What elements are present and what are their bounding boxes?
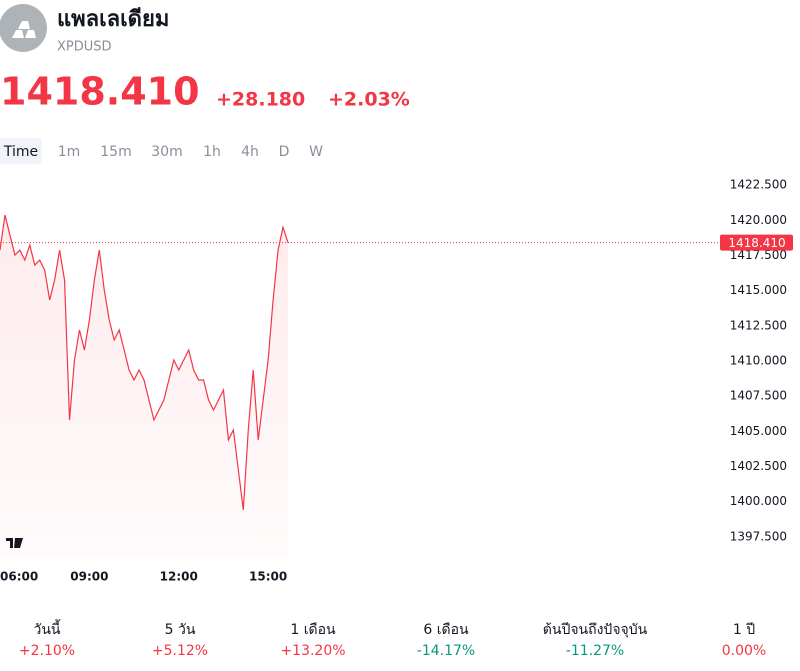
- y-tick-label: 1402.500: [730, 459, 787, 473]
- performance-item[interactable]: 1 ปี 0.00%: [722, 622, 766, 659]
- y-tick-label: 1420.000: [730, 213, 787, 227]
- performance-item[interactable]: 1 เดือน +13.20%: [280, 622, 345, 659]
- y-tick-label: 1397.500: [730, 529, 787, 543]
- timeframe-tab[interactable]: D: [279, 144, 290, 160]
- period-change: -11.27%: [566, 643, 624, 659]
- y-tick-label: 1422.500: [730, 178, 787, 192]
- performance-item[interactable]: 5 วัน +5.12%: [152, 622, 208, 659]
- period-label: วันนี้: [33, 619, 61, 638]
- y-tick-label: 1410.000: [730, 354, 787, 368]
- period-change: 0.00%: [722, 643, 766, 659]
- y-tick-label: 1417.500: [730, 248, 787, 262]
- price-change: +28.180: [216, 89, 305, 111]
- symbol-icon: [0, 4, 47, 52]
- y-tick-label: 1412.500: [730, 318, 787, 332]
- performance-item[interactable]: ต้นปีจนถึงปัจจุบัน -11.27%: [543, 622, 648, 659]
- period-change: +2.10%: [19, 643, 75, 659]
- x-tick-label: 09:00: [70, 570, 108, 584]
- performance-item[interactable]: 6 เดือน -14.17%: [417, 622, 475, 659]
- period-label: 5 วัน: [165, 622, 196, 638]
- tab-highlight: [0, 138, 42, 164]
- y-tick-label: 1407.500: [730, 389, 787, 403]
- timeframe-tab[interactable]: Time: [3, 144, 38, 160]
- timeframe-tab[interactable]: 1h: [203, 144, 221, 160]
- period-label: ต้นปีจนถึงปัจจุบัน: [543, 622, 648, 638]
- x-tick-label: 12:00: [160, 570, 198, 584]
- instrument-name: แพลเลเดียม: [57, 7, 169, 32]
- timeframe-tab[interactable]: W: [309, 144, 323, 160]
- period-label: 1 เดือน: [290, 622, 336, 638]
- y-tick-label: 1415.000: [730, 283, 787, 297]
- period-change: +13.20%: [280, 643, 345, 659]
- period-change: +5.12%: [152, 643, 208, 659]
- last-price-label: 1418.410: [728, 236, 785, 250]
- area: [0, 215, 288, 558]
- instrument-symbol: XPDUSD: [57, 40, 112, 55]
- price-line-series: [0, 214, 289, 510]
- last-price: 1418.410: [0, 70, 200, 114]
- x-tick-label: 15:00: [249, 570, 287, 584]
- timeframe-tab[interactable]: 4h: [241, 144, 259, 160]
- price-change-percent: +2.03%: [328, 89, 410, 111]
- y-tick-label: 1400.000: [730, 494, 787, 508]
- period-label: 1 ปี: [733, 622, 755, 638]
- period-change: -14.17%: [417, 643, 475, 659]
- timeframe-tab[interactable]: 1m: [58, 144, 81, 160]
- timeframe-tab[interactable]: 15m: [100, 144, 131, 160]
- y-tick-label: 1405.000: [730, 424, 787, 438]
- x-tick-label: 06:00: [0, 570, 38, 584]
- performance-item[interactable]: วันนี้ +2.10%: [19, 619, 75, 659]
- timeframe-tab[interactable]: 30m: [151, 144, 182, 160]
- period-label: 6 เดือน: [423, 622, 469, 638]
- last-price-badge: [720, 234, 793, 251]
